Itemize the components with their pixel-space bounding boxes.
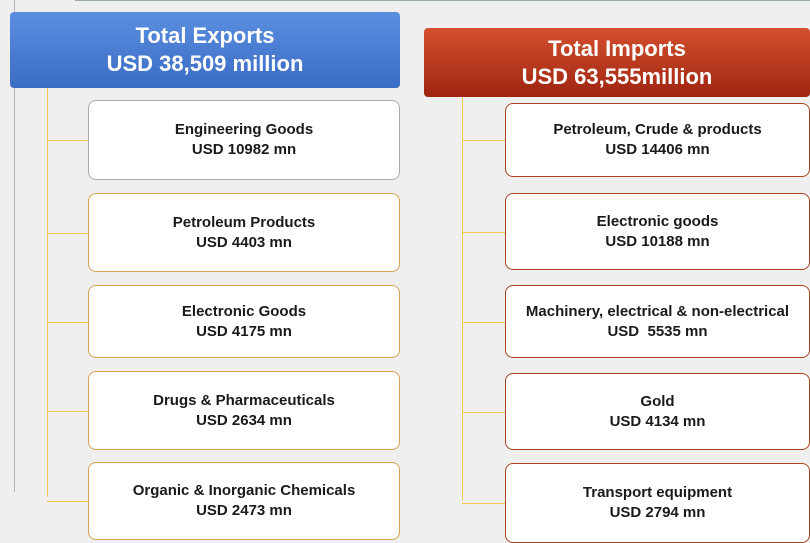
item-box: Electronic goods USD 10188 mn bbox=[505, 193, 810, 270]
item-box: Petroleum, Crude & products USD 14406 mn bbox=[505, 103, 810, 177]
imports-title: Total Imports bbox=[548, 35, 686, 61]
item-value: USD 14406 mn bbox=[605, 141, 710, 158]
connector-branch bbox=[47, 232, 88, 234]
item-box: Drugs & Pharmaceuticals USD 2634 mn bbox=[88, 371, 400, 450]
connector-branch bbox=[462, 231, 505, 233]
connector-branch bbox=[462, 411, 505, 413]
item-box: Engineering Goods USD 10982 mn bbox=[88, 100, 400, 180]
item-value: USD 10188 mn bbox=[605, 232, 710, 250]
item-box: Transport equipment USD 2794 mn bbox=[505, 463, 810, 543]
item-value: USD 5535 mn bbox=[607, 322, 708, 340]
item-name: Gold bbox=[640, 392, 675, 410]
item-name: Transport equipment bbox=[582, 484, 733, 501]
item-value: USD 4403 mn bbox=[196, 233, 292, 251]
item-name: Electronic Goods bbox=[181, 302, 307, 320]
item-name: Machinery, electrical & non-electrical bbox=[525, 302, 790, 320]
item-name: Engineering Goods bbox=[174, 121, 314, 138]
item-box: Electronic Goods USD 4175 mn bbox=[88, 285, 400, 358]
item-name: Organic & Inorganic Chemicals bbox=[132, 482, 356, 499]
connector-trunk bbox=[462, 97, 463, 500]
imports-amount: USD 63,555million bbox=[521, 63, 713, 89]
item-value: USD 2794 mn bbox=[609, 504, 706, 521]
item-name: Electronic goods bbox=[596, 212, 719, 230]
connector-branch bbox=[47, 321, 88, 323]
connector-branch bbox=[47, 501, 88, 502]
exports-header: Total Exports USD 38,509 million bbox=[10, 12, 400, 88]
item-name: Petroleum, Crude & products bbox=[553, 121, 762, 138]
exports-amount: USD 38,509 million bbox=[106, 51, 304, 76]
connector-trunk bbox=[47, 88, 48, 497]
item-value: USD 10982 mn bbox=[191, 141, 297, 158]
item-value: USD 2473 mn bbox=[196, 502, 292, 519]
item-box: Gold USD 4134 mn bbox=[505, 373, 810, 450]
top-rule bbox=[75, 0, 810, 1]
item-value: USD 4134 mn bbox=[609, 412, 706, 430]
connector-branch bbox=[462, 321, 505, 323]
item-box: Machinery, electrical & non-electrical US… bbox=[505, 285, 810, 358]
left-rule bbox=[14, 0, 15, 492]
exports-title: Total Exports bbox=[135, 23, 275, 48]
connector-branch bbox=[462, 140, 505, 141]
item-value: USD 4175 mn bbox=[196, 322, 292, 340]
item-value: USD 2634 mn bbox=[196, 411, 292, 429]
item-box: Petroleum Products USD 4403 mn bbox=[88, 193, 400, 272]
item-name: Petroleum Products bbox=[172, 213, 316, 231]
item-box: Organic & Inorganic Chemicals USD 2473 mn bbox=[88, 462, 400, 540]
item-name: Drugs & Pharmaceuticals bbox=[153, 391, 335, 409]
connector-branch bbox=[47, 410, 88, 412]
connector-branch bbox=[47, 140, 88, 141]
imports-header: Total Imports USD 63,555million bbox=[424, 28, 810, 97]
connector-branch bbox=[462, 503, 505, 504]
